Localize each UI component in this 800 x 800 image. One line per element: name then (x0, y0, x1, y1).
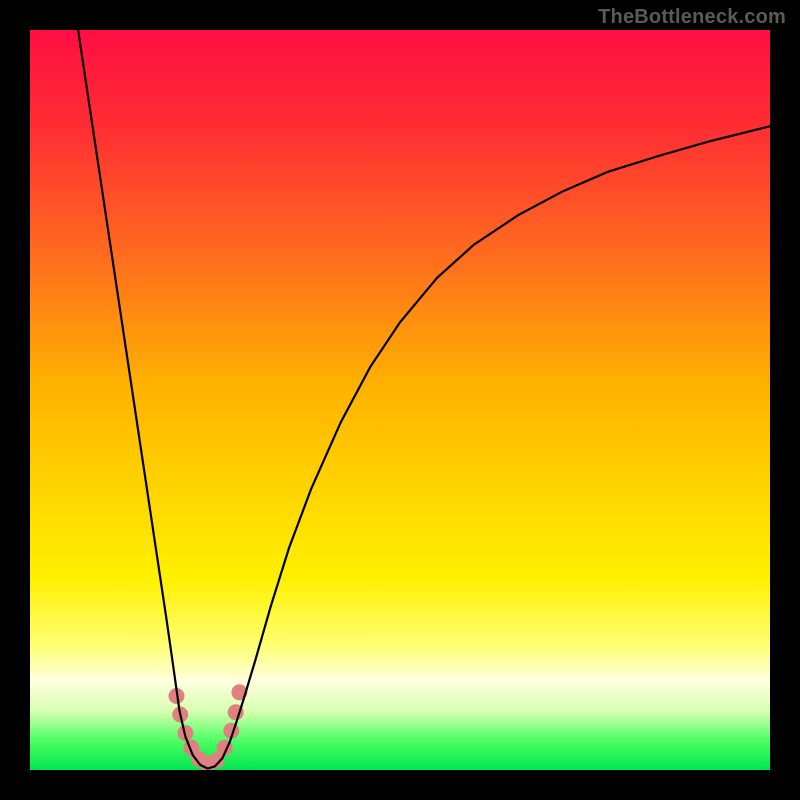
plot-area (30, 30, 770, 770)
bottleneck-curve (78, 30, 770, 769)
chart-frame: TheBottleneck.com (0, 0, 800, 800)
curve-layer (30, 30, 770, 770)
watermark-label: TheBottleneck.com (598, 6, 786, 29)
